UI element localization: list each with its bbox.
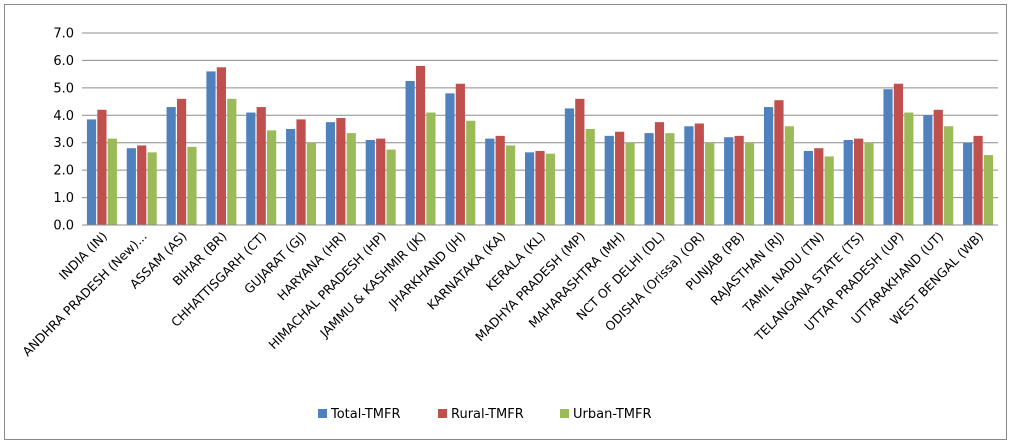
bar-urban-tmfr xyxy=(346,133,356,225)
bar-total-tmfr xyxy=(405,81,415,225)
bar-rural-tmfr xyxy=(495,135,505,225)
y-tick-label: 5.0 xyxy=(53,81,74,96)
bar-urban-tmfr xyxy=(705,142,715,225)
bar-rural-tmfr xyxy=(216,67,226,226)
bar-total-tmfr xyxy=(963,142,973,225)
bar-rural-tmfr xyxy=(376,138,386,225)
bar-urban-tmfr xyxy=(625,142,635,225)
bar-urban-tmfr xyxy=(426,112,436,225)
bar-rural-tmfr xyxy=(814,148,824,225)
bar-urban-tmfr xyxy=(824,156,834,225)
legend-swatch xyxy=(560,409,569,418)
bar-total-tmfr xyxy=(684,126,694,225)
bar-rural-tmfr xyxy=(137,145,147,225)
bar-urban-tmfr xyxy=(466,120,476,225)
bar-rural-tmfr xyxy=(854,138,864,225)
y-axis-ticks: 0.0 1.0 2.0 3.0 4.0 5.0 6.0 7.0 xyxy=(53,27,74,234)
bar-rural-tmfr xyxy=(654,122,665,225)
bar-total-tmfr xyxy=(564,108,575,225)
bar-total-tmfr xyxy=(724,137,734,225)
bar-urban-tmfr xyxy=(306,142,317,225)
bar-total-tmfr xyxy=(883,89,893,225)
bar-rural-tmfr xyxy=(694,123,704,225)
bar-total-tmfr xyxy=(843,139,853,225)
bar-total-tmfr xyxy=(86,119,97,225)
bar-rural-tmfr xyxy=(336,118,346,225)
bar-rural-tmfr xyxy=(296,119,306,225)
bar-total-tmfr xyxy=(166,107,176,225)
bar-total-tmfr xyxy=(923,115,933,225)
bars xyxy=(86,65,994,226)
bar-urban-tmfr xyxy=(744,142,755,225)
bar-rural-tmfr xyxy=(535,150,545,225)
y-tick-label: 4.0 xyxy=(53,109,74,124)
bar-total-tmfr xyxy=(445,93,455,225)
y-tick-label: 2.0 xyxy=(53,164,74,179)
bar-urban-tmfr xyxy=(545,153,555,225)
bar-urban-tmfr xyxy=(505,145,516,225)
legend-swatch xyxy=(438,409,447,418)
bar-urban-tmfr xyxy=(147,152,157,225)
legend-label: Urban-TMFR xyxy=(573,407,651,422)
y-tick-label: 3.0 xyxy=(53,136,74,151)
bar-rural-tmfr xyxy=(575,98,585,225)
bar-urban-tmfr xyxy=(944,126,954,225)
bar-urban-tmfr xyxy=(386,149,396,225)
legend-swatch xyxy=(318,409,327,418)
y-tick-label: 6.0 xyxy=(53,54,74,69)
bar-total-tmfr xyxy=(604,135,614,225)
bar-rural-tmfr xyxy=(933,109,943,225)
bar-rural-tmfr xyxy=(176,98,187,225)
bar-total-tmfr xyxy=(485,138,495,225)
bar-rural-tmfr xyxy=(774,100,784,225)
x-category-label: HARYANA (HR) xyxy=(274,229,349,304)
bar-urban-tmfr xyxy=(665,133,675,225)
legend-label: Total-TMFR xyxy=(330,407,401,422)
bar-total-tmfr xyxy=(803,150,813,225)
bar-rural-tmfr xyxy=(97,109,107,225)
bar-urban-tmfr xyxy=(983,155,994,225)
x-axis-labels: INDIA (IN)ANDHRA PRADESH (New)...ASSAM (… xyxy=(19,229,986,360)
legend: Total-TMFR Rural-TMFR Urban-TMFR xyxy=(318,407,651,422)
bar-urban-tmfr xyxy=(267,130,277,225)
bar-total-tmfr xyxy=(286,129,296,225)
y-tick-label: 7.0 xyxy=(53,27,74,42)
bar-rural-tmfr xyxy=(256,107,266,225)
bar-rural-tmfr xyxy=(734,135,744,225)
bar-urban-tmfr xyxy=(107,138,117,225)
bar-rural-tmfr xyxy=(415,65,426,226)
bar-total-tmfr xyxy=(325,122,336,225)
bar-total-tmfr xyxy=(365,139,375,225)
bar-urban-tmfr xyxy=(227,98,237,225)
y-tick-label: 0.0 xyxy=(53,219,74,234)
legend-label: Rural-TMFR xyxy=(451,407,524,422)
bar-total-tmfr xyxy=(126,148,136,225)
bar-urban-tmfr xyxy=(187,146,197,225)
bar-total-tmfr xyxy=(763,107,774,225)
bar-total-tmfr xyxy=(644,133,654,225)
y-tick-label: 1.0 xyxy=(53,191,74,206)
bar-total-tmfr xyxy=(206,71,216,226)
bar-rural-tmfr xyxy=(455,83,465,225)
bar-urban-tmfr xyxy=(864,142,874,225)
bar-urban-tmfr xyxy=(784,126,794,225)
bar-urban-tmfr xyxy=(904,112,914,225)
bar-rural-tmfr xyxy=(973,135,983,225)
bar-rural-tmfr xyxy=(893,83,904,225)
bar-total-tmfr xyxy=(246,112,256,225)
bar-total-tmfr xyxy=(525,152,535,225)
bar-urban-tmfr xyxy=(585,129,595,225)
bar-rural-tmfr xyxy=(615,131,625,225)
